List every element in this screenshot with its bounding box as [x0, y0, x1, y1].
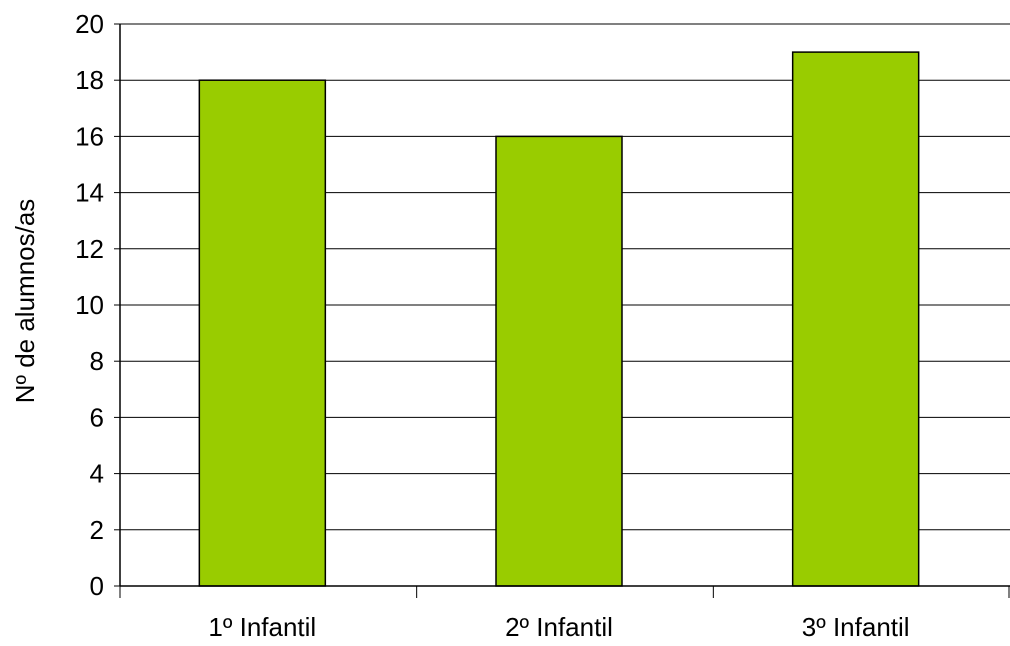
y-tick-label: 2 [90, 515, 104, 545]
y-tick-label: 0 [90, 571, 104, 601]
y-tick-labels: 0 2 4 6 8 10 12 14 16 18 20 [75, 9, 120, 601]
y-tick-label: 4 [90, 459, 104, 489]
y-tick-label: 18 [75, 65, 104, 95]
y-tick-label: 12 [75, 234, 104, 264]
y-tick-label: 14 [75, 178, 104, 208]
y-tick-label: 16 [75, 121, 104, 151]
y-tick-label: 10 [75, 290, 104, 320]
bar [495, 135, 623, 587]
x-tick-labels: 1º Infantil 2º Infantil 3º Infantil [119, 586, 1010, 642]
x-tick-label: 2º Infantil [505, 612, 613, 642]
bars [198, 51, 920, 587]
bar [198, 79, 327, 587]
x-tick-label: 3º Infantil [802, 612, 910, 642]
x-tick-label: 1º Infantil [208, 612, 316, 642]
y-axis-title: Nº de alumnos/as [10, 199, 40, 404]
y-tick-label: 20 [75, 9, 104, 39]
y-tick-label: 8 [90, 346, 104, 376]
bar [791, 51, 920, 587]
y-tick-label: 6 [90, 402, 104, 432]
